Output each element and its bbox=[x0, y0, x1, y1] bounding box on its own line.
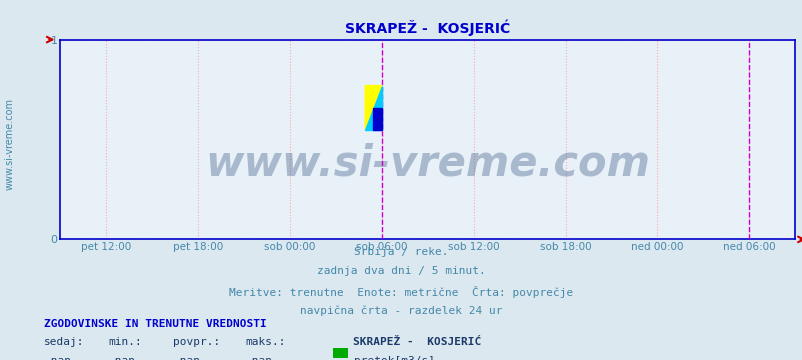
Text: zadnja dva dni / 5 minut.: zadnja dva dni / 5 minut. bbox=[317, 266, 485, 276]
Text: navpična črta - razdelek 24 ur: navpična črta - razdelek 24 ur bbox=[300, 306, 502, 316]
Text: -nan: -nan bbox=[245, 356, 272, 360]
Title: SKRAPEŽ -  KOSJERIĆ: SKRAPEŽ - KOSJERIĆ bbox=[345, 19, 509, 36]
Text: www.si-vreme.com: www.si-vreme.com bbox=[5, 98, 14, 190]
Bar bbox=[373, 108, 381, 130]
Text: ZGODOVINSKE IN TRENUTNE VREDNOSTI: ZGODOVINSKE IN TRENUTNE VREDNOSTI bbox=[44, 319, 266, 329]
Text: povpr.:: povpr.: bbox=[172, 337, 220, 347]
Polygon shape bbox=[365, 86, 381, 130]
Text: -nan: -nan bbox=[44, 356, 71, 360]
Text: www.si-vreme.com: www.si-vreme.com bbox=[205, 143, 650, 184]
Text: Meritve: trenutne  Enote: metrične  Črta: povprečje: Meritve: trenutne Enote: metrične Črta: … bbox=[229, 286, 573, 298]
Text: -nan: -nan bbox=[108, 356, 136, 360]
Text: pretok[m3/s]: pretok[m3/s] bbox=[354, 356, 435, 360]
Text: -nan: -nan bbox=[172, 356, 200, 360]
Text: Srbija / reke.: Srbija / reke. bbox=[354, 247, 448, 257]
Text: SKRAPEŽ -  KOSJERIĆ: SKRAPEŽ - KOSJERIĆ bbox=[353, 337, 481, 347]
Text: maks.:: maks.: bbox=[245, 337, 285, 347]
Text: min.:: min.: bbox=[108, 337, 142, 347]
Text: sedaj:: sedaj: bbox=[44, 337, 84, 347]
Polygon shape bbox=[365, 86, 381, 130]
